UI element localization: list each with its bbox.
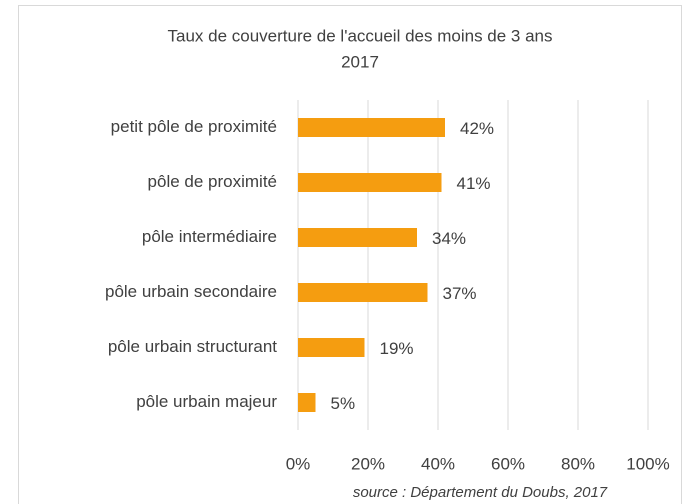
data-label: 5% — [331, 394, 356, 413]
x-tick-label: 80% — [561, 454, 595, 473]
data-label: 41% — [457, 174, 491, 193]
bar — [298, 118, 445, 137]
y-tick-label: pôle urbain structurant — [108, 337, 277, 356]
y-tick-label: pôle intermédiaire — [142, 227, 277, 246]
bar — [298, 393, 316, 412]
source-note: source : Département du Doubs, 2017 — [353, 484, 608, 501]
x-tick-label: 0% — [286, 454, 311, 473]
chart-title: Taux de couverture de l'accueil des moin… — [167, 26, 552, 45]
x-tick-label: 20% — [351, 454, 385, 473]
chart-border — [18, 5, 682, 504]
data-label: 34% — [432, 229, 466, 248]
bar — [298, 338, 365, 357]
data-label: 37% — [443, 284, 477, 303]
y-tick-label: pôle urbain secondaire — [105, 282, 277, 301]
x-tick-label: 100% — [626, 454, 669, 473]
data-label: 42% — [460, 119, 494, 138]
bar — [298, 173, 442, 192]
x-tick-label: 40% — [421, 454, 455, 473]
y-tick-label: petit pôle de proximité — [111, 117, 277, 136]
data-label: 19% — [380, 339, 414, 358]
bar — [298, 228, 417, 247]
y-tick-label: pôle urbain majeur — [136, 392, 277, 411]
chart-subtitle: 2017 — [341, 52, 379, 71]
y-tick-label: pôle de proximité — [148, 172, 277, 191]
bar — [298, 283, 428, 302]
x-tick-label: 60% — [491, 454, 525, 473]
